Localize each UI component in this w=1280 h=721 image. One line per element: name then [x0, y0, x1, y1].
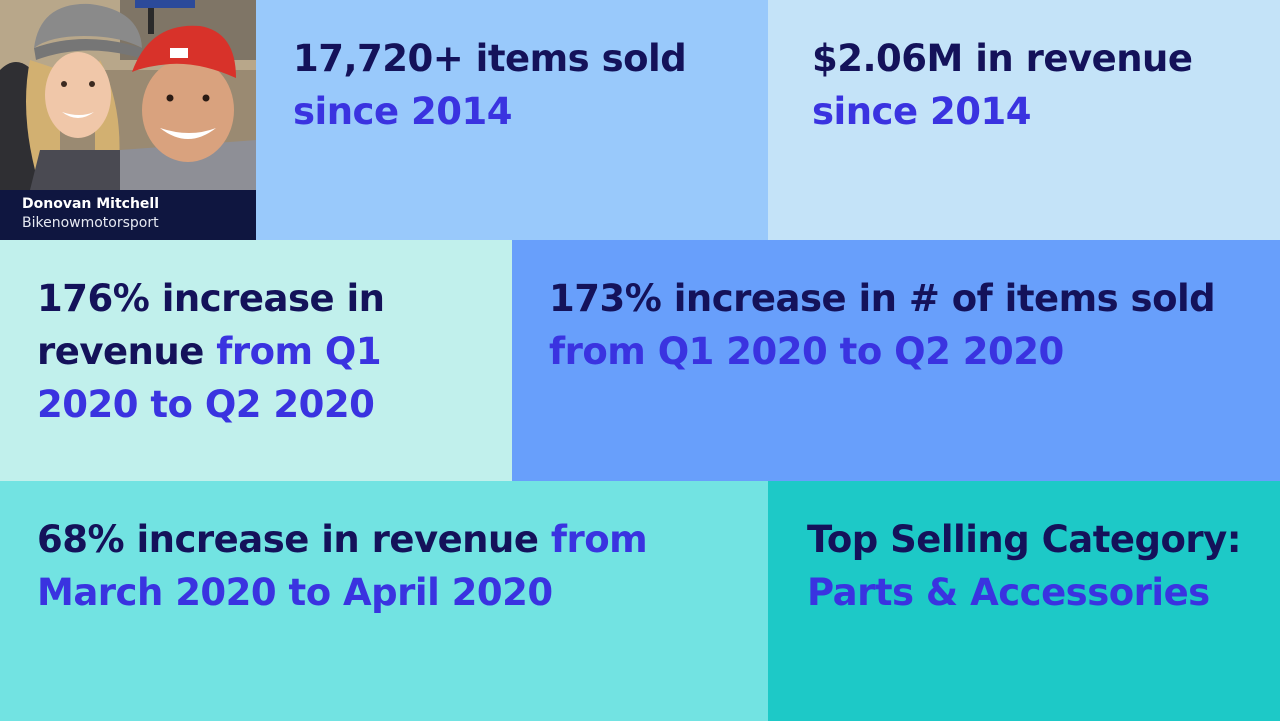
stat-highlight: Parts & Accessories [807, 571, 1210, 614]
stat-main: $2.06M in revenue [812, 37, 1193, 80]
stat-text: $2.06M in revenue since 2014 [812, 32, 1272, 138]
stat-main: 176% increase in revenue [37, 277, 385, 373]
stat-text: 68% increase in revenue from March 2020 … [37, 513, 657, 619]
seller-caption: Donovan Mitchell Bikenowmotorsport [0, 190, 256, 240]
stat-main: 17,720+ items sold [293, 37, 687, 80]
stat-main: 68% increase in revenue [37, 518, 539, 561]
stat-highlight: since 2014 [812, 90, 1031, 133]
stat-highlight: since 2014 [293, 90, 512, 133]
stat-card-revenue: $2.06M in revenue since 2014 [768, 0, 1280, 240]
stat-card-items-sold: 17,720+ items sold since 2014 [256, 0, 768, 240]
stat-text: 17,720+ items sold since 2014 [293, 32, 753, 138]
seller-photo-card: Donovan Mitchell Bikenowmotorsport [0, 0, 256, 240]
stat-text: 176% increase in revenue from Q1 2020 to… [37, 272, 487, 431]
stat-card-quarter-items: 173% increase in # of items sold from Q1… [512, 240, 1280, 481]
seller-store-name: Bikenowmotorsport [22, 215, 159, 231]
stat-highlight: from March 2020 to April 2020 [37, 518, 648, 614]
stat-highlight: from Q1 2020 to Q2 2020 [37, 330, 382, 426]
stat-main: Top Selling Category: [807, 518, 1242, 561]
stat-text: Top Selling Category: Parts & Accessorie… [807, 513, 1267, 619]
stat-main: 173% increase in # of items sold [549, 277, 1216, 320]
seller-name: Donovan Mitchell [22, 196, 160, 212]
stat-card-quarter-revenue: 176% increase in revenue from Q1 2020 to… [0, 240, 512, 481]
stat-card-month-revenue: 68% increase in revenue from March 2020 … [0, 481, 768, 721]
stat-text: 173% increase in # of items sold from Q1… [549, 272, 1249, 378]
stat-highlight: from Q1 2020 to Q2 2020 [549, 330, 1064, 373]
stat-card-top-category: Top Selling Category: Parts & Accessorie… [768, 481, 1280, 721]
seller-photo [0, 0, 256, 190]
